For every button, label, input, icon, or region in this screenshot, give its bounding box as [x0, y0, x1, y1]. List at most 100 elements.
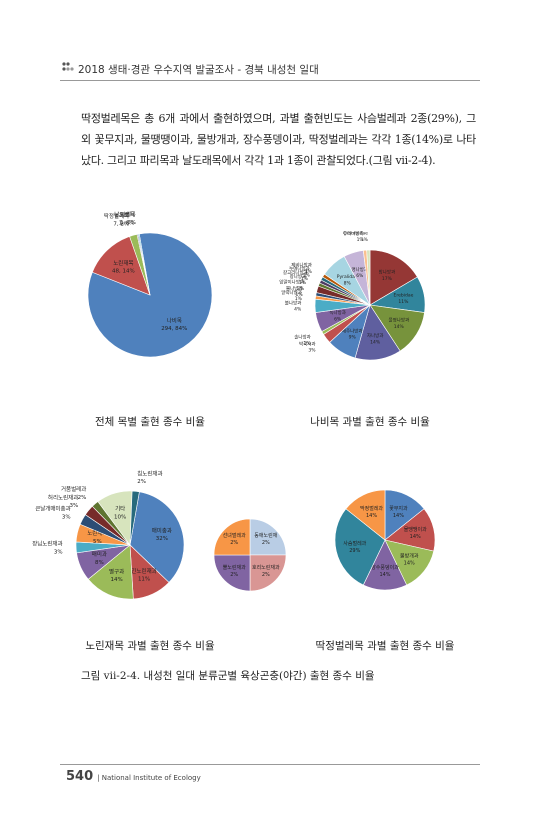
slice-value: 17% — [382, 276, 393, 282]
slice-label: 자나방과 — [367, 332, 384, 339]
slice-value: 32% — [156, 536, 168, 542]
chart-title: 나비목 과별 출현 종수 비율 — [310, 416, 430, 428]
slice-value: 1% — [301, 276, 309, 282]
slice-value: 2% — [78, 495, 87, 501]
slice-label: 제비나방과 — [291, 262, 312, 269]
slice-value: 14% — [410, 534, 421, 540]
slice-label: 재주나방과 — [342, 327, 363, 334]
slice-value: 1, 0% — [120, 220, 136, 226]
slice-label: 딱정벌레과 — [360, 505, 383, 512]
pie-slice — [334, 508, 386, 586]
slice-value: 1% — [303, 272, 311, 278]
slice-value: 14% — [394, 324, 405, 330]
slice-label: 노린재목 — [113, 259, 133, 267]
slice-label: 뿔나방과 — [286, 285, 303, 292]
slice-value: 11% — [398, 299, 409, 305]
slice-value: 1% — [295, 292, 303, 298]
pie-slice — [129, 491, 185, 583]
slice-value: 10% — [114, 514, 126, 520]
slice-value: 1% — [357, 237, 365, 243]
slice-value: 1, 0% — [119, 220, 135, 226]
slice-label: 매미충과 — [152, 526, 172, 534]
slice-value: 3% — [308, 348, 316, 354]
footer-org: | National Institute of Ecology — [97, 774, 201, 782]
slice-label: Crambidae — [343, 231, 368, 237]
slice-label: 물땡땡이과 — [404, 526, 427, 533]
slice-label: 딱정벌레목 — [104, 212, 129, 220]
slice-label: 알락나방과 — [281, 289, 302, 296]
slice-label: Pyralidae — [337, 274, 358, 280]
pie-slice — [249, 554, 287, 592]
figure-caption: 그림 vii-2-4. 내성천 일대 분류군별 육상곤충(야간) 출현 종수 비… — [81, 670, 375, 682]
slice-label: 장님노린재과 — [32, 540, 62, 548]
slice-value: 4% — [294, 307, 302, 313]
slice-label: 창나방과 — [290, 273, 307, 280]
slice-value: 2% — [262, 540, 270, 546]
pie-slice — [213, 554, 251, 592]
slice-value: 6% — [356, 273, 364, 279]
slice-label: 유리나방과 — [343, 230, 364, 237]
footer-rule — [60, 764, 480, 765]
slice-value: 14% — [370, 339, 381, 345]
slice-value: 14% — [366, 513, 377, 519]
slice-label: 나비목 — [167, 316, 182, 324]
slice-label: 거품벌레과 — [61, 485, 86, 493]
slice-value: 5% — [93, 539, 102, 545]
slice-label: 기타 — [115, 505, 125, 513]
header-title: 2018 생태·경관 우수지역 발굴조사 - 경북 내성천 일대 — [78, 64, 319, 76]
slice-label: 선녀벌레과 — [223, 532, 246, 539]
slice-label: 독나방과 — [329, 309, 346, 316]
pie-slice — [366, 249, 371, 306]
chart-title: 딱정벌레목 과별 출현 종수 비율 — [316, 640, 455, 652]
slice-label: 뿔노린재과 — [223, 564, 246, 571]
slice-value: 294, 84% — [161, 326, 187, 332]
slice-value: 2% — [137, 479, 146, 485]
footer: 540 | National Institute of Ecology — [66, 769, 201, 784]
header-rule — [60, 80, 480, 81]
page-number: 540 — [66, 769, 94, 784]
slice-value: 9% — [349, 335, 357, 341]
header-icon — [62, 62, 74, 71]
body-paragraph: 딱정벌레목은 총 6개 과에서 출현하였으며, 과별 출현빈도는 사슴벌레과 2… — [81, 112, 476, 167]
slice-label: 매미과 — [92, 550, 107, 558]
slice-label: 명나방과 — [351, 266, 368, 273]
slice-label: 누에나방과 — [289, 265, 310, 272]
slice-value: 1% — [299, 280, 307, 286]
chart-title: 전체 목별 출현 종수 비율 — [95, 416, 205, 428]
pie-slice — [345, 489, 386, 541]
slice-label: 박각시과 — [299, 340, 316, 347]
slice-value: 7, 2% — [113, 222, 129, 228]
pie-slice — [129, 490, 140, 546]
pie-slice — [91, 236, 151, 296]
slice-value: 11% — [138, 577, 150, 583]
pie-slice — [137, 233, 151, 296]
slice-value: 29% — [349, 548, 360, 554]
slice-value: 48, 14% — [112, 269, 135, 275]
slice-value: 1% — [361, 237, 369, 243]
slice-value: 3% — [70, 503, 79, 509]
slice-label: 솔나방과 — [294, 333, 311, 340]
slice-label: 밤나방과 — [379, 269, 396, 276]
slice-label: Erebidae — [394, 293, 414, 299]
pie-slice — [369, 249, 418, 306]
slice-value: 1% — [295, 296, 303, 302]
slice-label: 멸구과 — [109, 567, 124, 575]
pie-slice — [87, 544, 134, 600]
pie-slice — [249, 518, 287, 556]
slice-label: 잎말이나방과 — [279, 279, 304, 286]
slice-label: 동애노린재 — [254, 532, 277, 539]
slice-value: 3% — [54, 549, 63, 555]
slice-label: 허리노린재과 — [48, 493, 78, 501]
slice-label: 풀명나방과 — [388, 317, 409, 324]
slice-value: 6% — [334, 316, 342, 322]
slice-label: 사슴벌레과 — [343, 540, 366, 547]
slice-value: 14% — [379, 572, 390, 578]
slice-label: 침노린재과 — [137, 470, 162, 478]
chart-title: 노린재목 과별 출현 종수 비율 — [85, 640, 215, 652]
slice-value: 14% — [111, 577, 123, 583]
pie-slice — [213, 518, 251, 556]
slice-label: 꽃무지과 — [389, 505, 408, 512]
slice-value: 2% — [230, 540, 238, 546]
